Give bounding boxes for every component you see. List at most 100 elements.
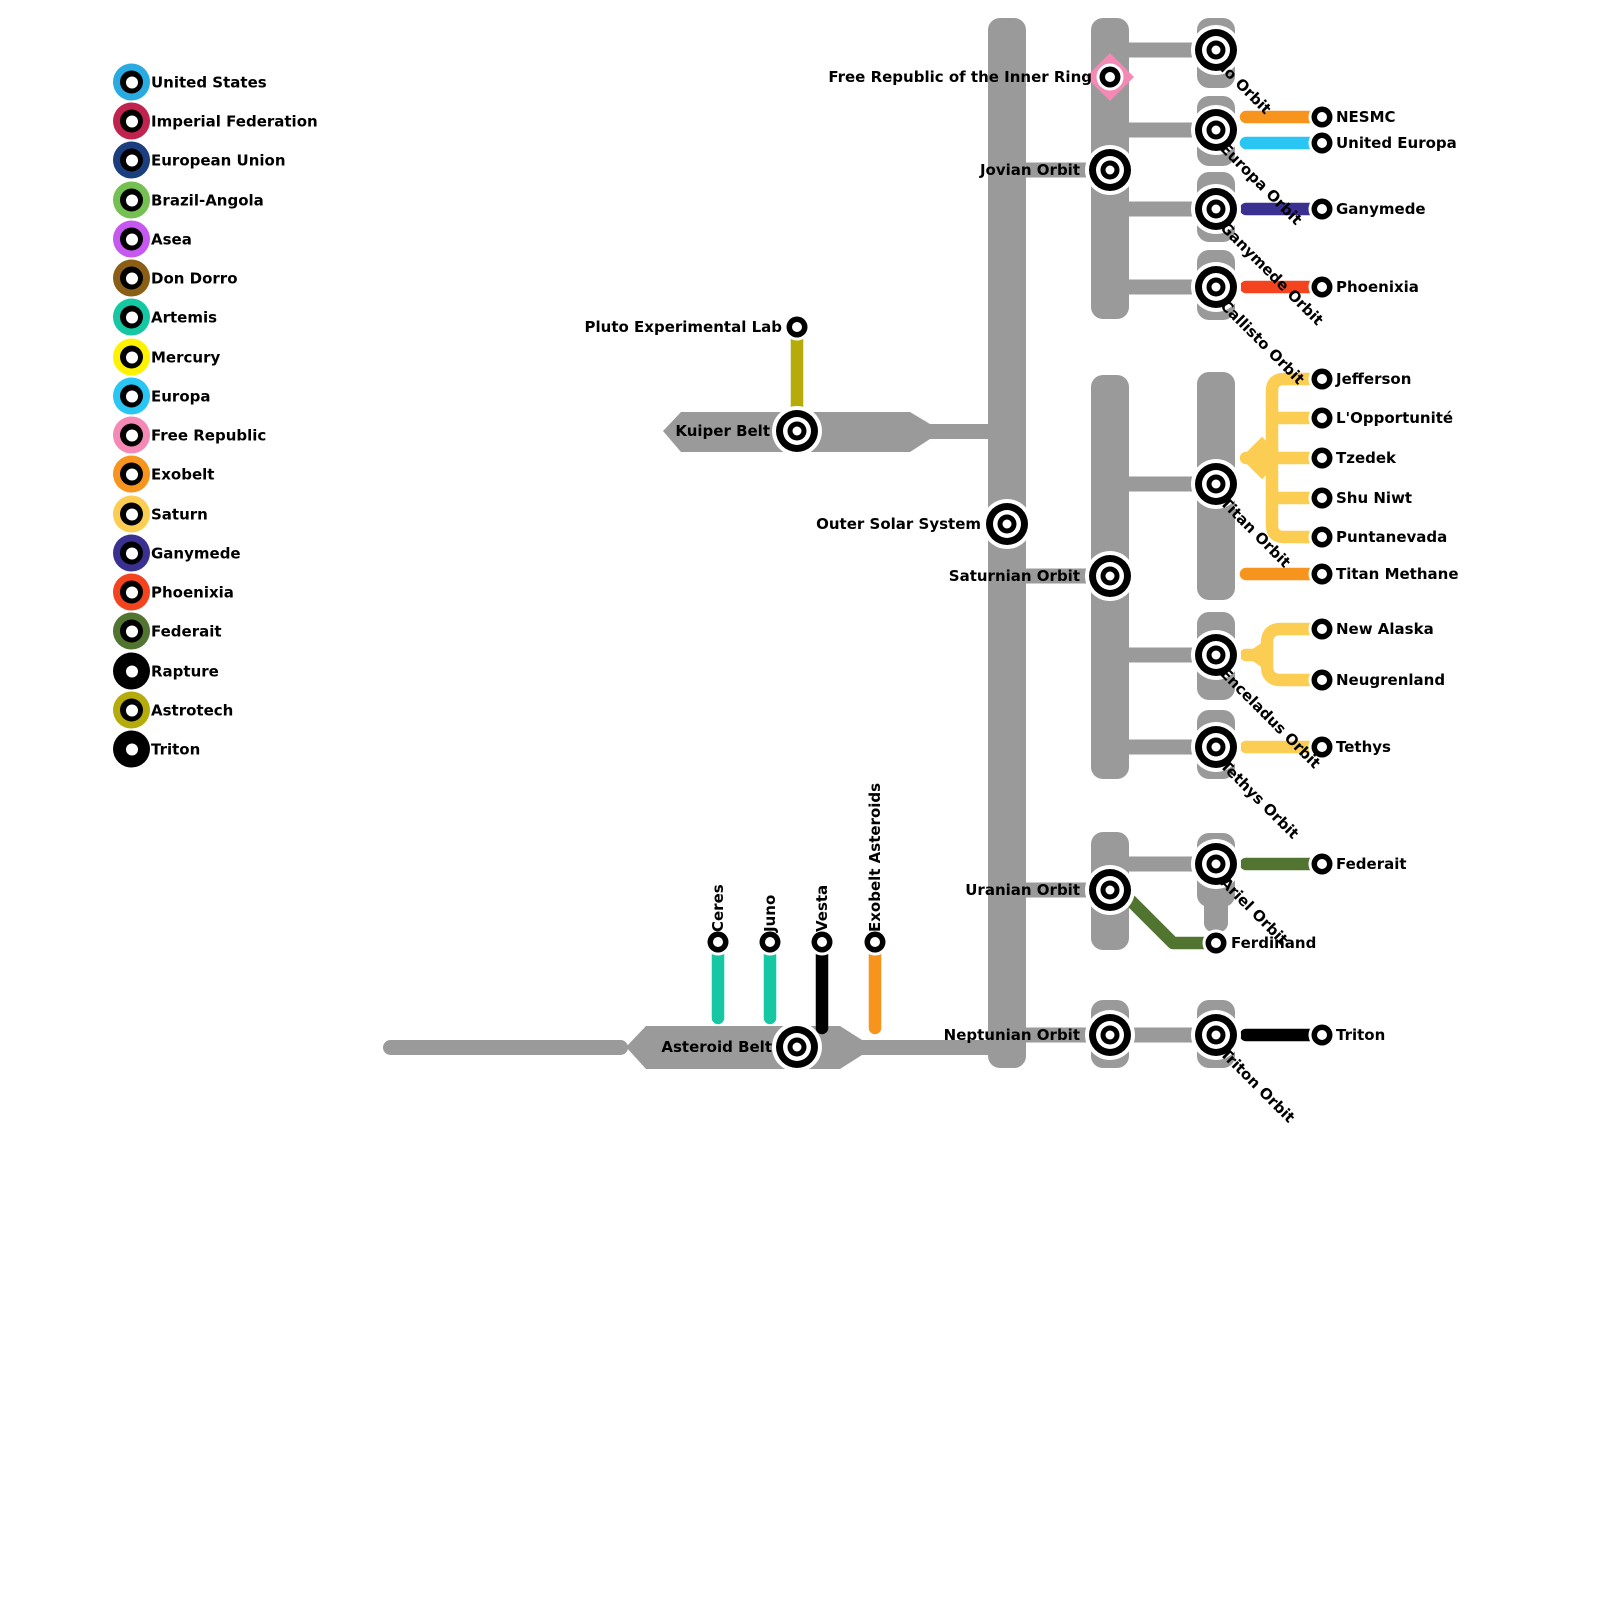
station-neptunian-orbit <box>1085 1010 1135 1060</box>
label-neptunian-orbit: Neptunian Orbit <box>943 1026 1080 1044</box>
station-ferdinand <box>1202 929 1230 957</box>
legend-swatch <box>113 141 150 179</box>
label-phoenixia: Phoenixia <box>1336 278 1419 296</box>
label-jovian-orbit: Jovian Orbit <box>979 161 1080 179</box>
label-puntanevada: Puntanevada <box>1336 528 1448 546</box>
connector-io <box>1120 42 1202 58</box>
legend-swatch <box>113 298 150 336</box>
legend-label: Free Republic <box>151 426 267 444</box>
legend-item-mercury: Mercury <box>113 338 221 376</box>
connector-triton-orbit <box>1120 1027 1202 1043</box>
station-shu-niwt <box>1308 484 1336 512</box>
legend-item-united-states: United States <box>113 63 267 101</box>
legend-item-saturn: Saturn <box>113 495 208 533</box>
legend-item-rapture: Rapture <box>113 652 219 690</box>
legend-label: Asea <box>151 230 192 248</box>
connector-tethys <box>1120 739 1202 755</box>
legend-swatch <box>113 377 150 415</box>
connector-europa <box>1120 122 1202 138</box>
legend-item-artemis: Artemis <box>113 298 218 336</box>
connector-callisto <box>1120 279 1202 295</box>
connector-neptunian <box>1018 1027 1098 1043</box>
label-ceres: Ceres <box>709 884 727 932</box>
legend-item-asea: Asea <box>113 220 192 258</box>
legend-swatch <box>113 455 150 493</box>
label-nesmc: NESMC <box>1336 108 1396 126</box>
connector-jovian <box>1018 162 1098 178</box>
legend-swatch <box>113 652 150 690</box>
legend-label: Imperial Federation <box>151 112 318 130</box>
legend-swatch <box>113 495 150 533</box>
legend-label: Mercury <box>151 348 221 366</box>
legend-item-free-republic: Free Republic <box>113 416 267 454</box>
label-neugrenland: Neugrenland <box>1336 671 1446 689</box>
label-outer-solar-system: Outer Solar System <box>816 515 981 533</box>
connector-ganymede <box>1120 201 1202 217</box>
legend-label: Astrotech <box>151 701 234 719</box>
station-exobelt-asteroids <box>861 928 889 956</box>
label-kuiper-belt: Kuiper Belt <box>675 422 770 440</box>
station-lopportunite <box>1308 404 1336 432</box>
label-lopportunite: L'Opportunité <box>1336 409 1454 427</box>
legend-label: Phoenixia <box>151 583 234 601</box>
station-triton <box>1308 1021 1336 1049</box>
legend-swatch <box>113 181 150 219</box>
label-titan-methane: Titan Methane <box>1336 565 1459 583</box>
label-exobelt-asteroids: Exobelt Asteroids <box>866 782 884 932</box>
legend-swatch <box>113 220 150 258</box>
label-saturnian-orbit: Saturnian Orbit <box>948 567 1080 585</box>
legend-swatch <box>113 63 150 101</box>
station-vesta <box>808 928 836 956</box>
station-ganymede <box>1308 195 1336 223</box>
label-tethys: Tethys <box>1336 738 1391 756</box>
connector-saturnian <box>1018 568 1098 584</box>
legend-swatch <box>113 338 150 376</box>
legend-label: Artemis <box>151 308 218 326</box>
label-asteroid-belt: Asteroid Belt <box>661 1038 772 1056</box>
station-asteroid-belt <box>772 1022 822 1072</box>
station-new-alaska <box>1308 615 1336 643</box>
station-kuiper-belt <box>772 406 822 456</box>
legend-label: Don Dorro <box>151 269 238 287</box>
station-titan-methane <box>1308 560 1336 588</box>
legend-label: Brazil-Angola <box>151 191 264 209</box>
label-ganymede: Ganymede <box>1336 200 1426 218</box>
label-pluto-experimental-lab: Pluto Experimental Lab <box>584 318 782 336</box>
station-juno <box>756 928 784 956</box>
legend-swatch <box>113 534 150 572</box>
station-jefferson <box>1308 365 1336 393</box>
legend-item-astrotech: Astrotech <box>113 691 234 729</box>
legend-label: United States <box>151 73 267 91</box>
legend-item-european-union: European Union <box>113 141 286 179</box>
legend-label: Ganymede <box>151 544 241 562</box>
station-pluto-experimental-lab <box>783 313 811 341</box>
label-uranian-orbit: Uranian Orbit <box>965 881 1080 899</box>
label-federait: Federait <box>1336 855 1407 873</box>
label-shu-niwt: Shu Niwt <box>1336 489 1413 507</box>
legend-item-phoenixia: Phoenixia <box>113 573 234 611</box>
legend-swatch <box>113 612 150 650</box>
legend-swatch <box>113 416 150 454</box>
legend-label: European Union <box>151 151 286 169</box>
legend-swatch <box>113 259 150 297</box>
station-phoenixia <box>1308 273 1336 301</box>
legend-item-triton: Triton <box>113 730 201 768</box>
legend-swatch <box>113 102 150 140</box>
legend-label: Saturn <box>151 505 208 523</box>
station-saturnian-orbit <box>1085 551 1135 601</box>
connector-titan <box>1120 476 1202 492</box>
legend-label: Europa <box>151 387 211 405</box>
label-free-republic-inner-ring: Free Republic of the Inner Ring <box>828 68 1092 86</box>
label-united-europa: United Europa <box>1336 134 1457 152</box>
line-ferdinand <box>1117 887 1213 950</box>
station-united-europa <box>1308 129 1336 157</box>
station-federait <box>1308 850 1336 878</box>
asteroid-belt-west-line <box>383 1040 628 1055</box>
legend-label: Rapture <box>151 662 219 680</box>
legend-swatch <box>113 691 150 729</box>
legend-item-europa: Europa <box>113 377 211 415</box>
legend-label: Triton <box>151 740 201 758</box>
station-tzedek <box>1308 444 1336 472</box>
ariel-ferdinand-tail <box>1204 896 1228 932</box>
